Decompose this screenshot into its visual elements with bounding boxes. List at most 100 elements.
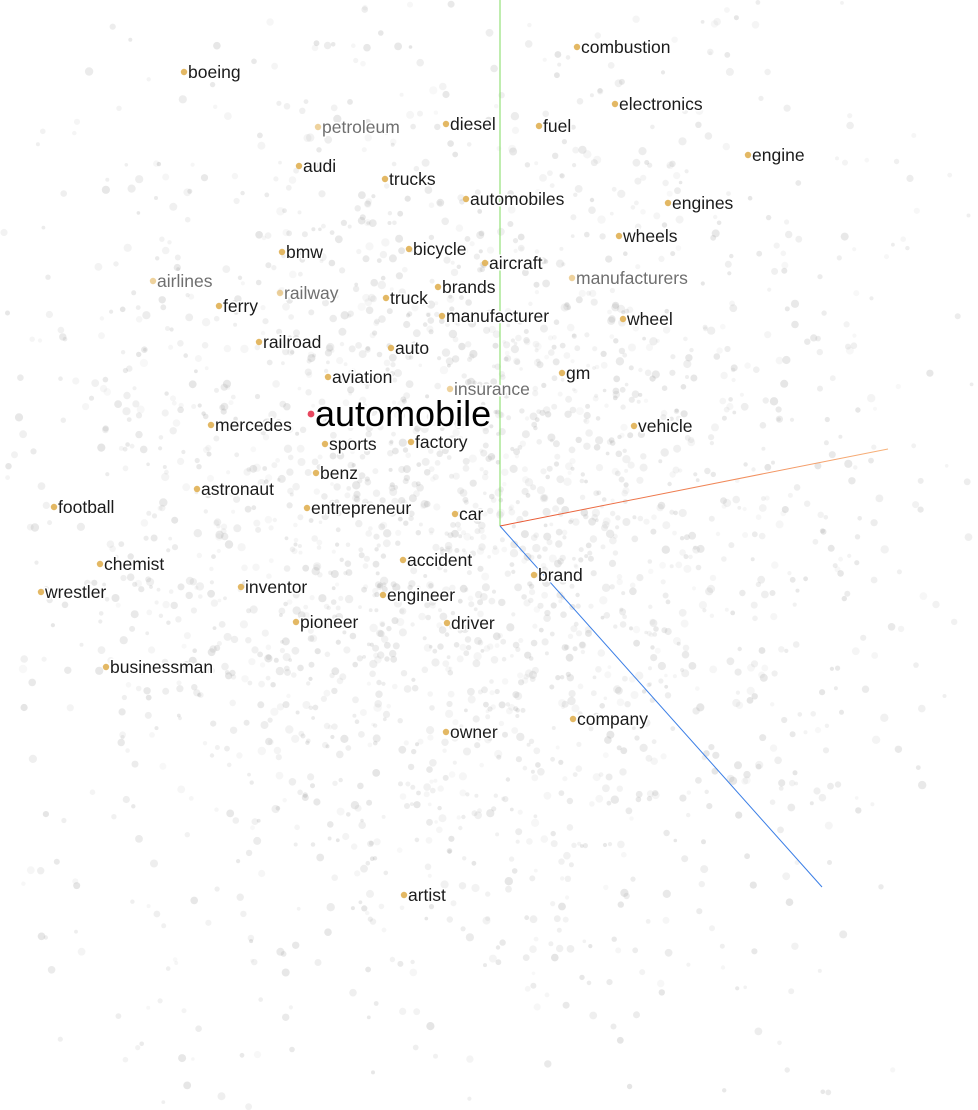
neighbor-label-railway[interactable]: railway [283,282,341,305]
neighbor-point-automobiles[interactable] [462,195,470,203]
neighbor-point-fuel[interactable] [535,122,543,130]
neighbor-point-car[interactable] [451,510,459,518]
neighbor-label-entrepreneur[interactable]: entrepreneur [310,497,413,520]
neighbor-point-factory[interactable] [407,438,415,446]
neighbor-label-wheel[interactable]: wheel [625,308,675,331]
neighbor-label-bicycle[interactable]: bicycle [412,238,469,261]
neighbor-point-insurance[interactable] [446,385,454,393]
neighbor-point-airlines[interactable] [149,277,157,285]
neighbor-label-benz[interactable]: benz [319,462,360,485]
neighbor-label-company[interactable]: company [576,708,650,731]
neighbor-label-manufacturers[interactable]: manufacturers [575,267,690,290]
neighbor-point-ferry[interactable] [215,302,223,310]
neighbor-point-benz[interactable] [312,469,320,477]
neighbor-point-chemist[interactable] [96,560,104,568]
neighbor-point-engineer[interactable] [379,591,387,599]
neighbor-label-audi[interactable]: audi [302,155,338,178]
neighbor-label-combustion[interactable]: combustion [580,36,673,59]
neighbor-point-electronics[interactable] [611,100,619,108]
neighbor-label-trucks[interactable]: trucks [388,168,438,191]
neighbor-label-wrestler[interactable]: wrestler [43,581,108,604]
neighbor-label-insurance[interactable]: insurance [453,378,532,401]
neighbor-point-railway[interactable] [276,289,284,297]
neighbor-label-artist[interactable]: artist [407,884,448,907]
neighbor-label-inventor[interactable]: inventor [244,576,309,599]
neighbor-point-audi[interactable] [295,162,303,170]
focus-point[interactable] [307,410,315,418]
neighbor-point-boeing[interactable] [180,68,188,76]
neighbor-point-astronaut[interactable] [193,485,201,493]
neighbor-label-brands[interactable]: brands [441,276,498,299]
neighbor-point-bmw[interactable] [278,248,286,256]
neighbor-label-fuel[interactable]: fuel [542,115,573,138]
neighbor-label-engineer[interactable]: engineer [386,584,457,607]
neighbor-point-football[interactable] [50,503,58,511]
neighbor-point-manufacturers[interactable] [568,274,576,282]
focus-label[interactable]: automobile [313,391,493,436]
neighbor-point-brands[interactable] [434,283,442,291]
neighbor-label-diesel[interactable]: diesel [449,113,498,136]
neighbor-point-wheel[interactable] [619,315,627,323]
neighbor-point-truck[interactable] [382,294,390,302]
neighbor-point-petroleum[interactable] [314,123,322,131]
neighbor-label-engines[interactable]: engines [671,192,736,215]
neighbor-point-diesel[interactable] [442,120,450,128]
neighbor-label-railroad[interactable]: railroad [262,331,323,354]
neighbor-label-wheels[interactable]: wheels [621,225,680,248]
neighbor-label-astronaut[interactable]: astronaut [200,478,276,501]
neighbor-point-mercedes[interactable] [207,421,215,429]
neighbor-label-chemist[interactable]: chemist [103,553,166,576]
neighbor-label-aviation[interactable]: aviation [331,366,394,389]
neighbor-point-sports[interactable] [321,440,329,448]
neighbor-label-auto[interactable]: auto [394,337,431,360]
neighbor-label-ferry[interactable]: ferry [222,295,260,318]
neighbor-label-owner[interactable]: owner [449,721,500,744]
neighbor-label-pioneer[interactable]: pioneer [299,611,361,634]
neighbor-label-vehicle[interactable]: vehicle [637,415,694,438]
neighbor-label-engine[interactable]: engine [751,144,807,167]
neighbor-point-aviation[interactable] [324,373,332,381]
neighbor-label-aircraft[interactable]: aircraft [488,252,545,275]
neighbor-label-brand[interactable]: brand [537,564,585,587]
neighbor-point-vehicle[interactable] [630,422,638,430]
neighbor-label-automobiles[interactable]: automobiles [469,188,567,211]
neighbor-label-driver[interactable]: driver [450,612,497,635]
neighbor-point-trucks[interactable] [381,175,389,183]
neighbor-point-inventor[interactable] [237,583,245,591]
neighbor-label-sports[interactable]: sports [328,433,379,456]
neighbor-label-airlines[interactable]: airlines [156,270,215,293]
neighbor-point-railroad[interactable] [255,338,263,346]
neighbor-point-wheels[interactable] [615,232,623,240]
neighbor-point-driver[interactable] [443,619,451,627]
neighbor-label-car[interactable]: car [458,503,485,526]
neighbor-label-gm[interactable]: gm [565,362,592,385]
neighbor-point-artist[interactable] [400,891,408,899]
neighbor-label-factory[interactable]: factory [414,431,470,454]
neighbor-point-bicycle[interactable] [405,245,413,253]
neighbor-point-auto[interactable] [387,344,395,352]
neighbor-point-brand[interactable] [530,571,538,579]
neighbor-label-boeing[interactable]: boeing [187,61,243,84]
neighbor-label-bmw[interactable]: bmw [285,241,325,264]
neighbor-point-businessman[interactable] [102,663,110,671]
neighbor-label-accident[interactable]: accident [406,549,474,572]
neighbor-point-engines[interactable] [664,199,672,207]
neighbor-point-engine[interactable] [744,151,752,159]
neighbor-point-gm[interactable] [558,369,566,377]
neighbor-point-wrestler[interactable] [37,588,45,596]
neighbor-point-manufacturer[interactable] [438,312,446,320]
neighbor-label-manufacturer[interactable]: manufacturer [445,305,551,328]
neighbor-label-truck[interactable]: truck [389,287,430,310]
neighbor-label-mercedes[interactable]: mercedes [214,414,294,437]
neighbor-label-electronics[interactable]: electronics [618,93,705,116]
neighbor-label-businessman[interactable]: businessman [109,656,215,679]
neighbor-point-company[interactable] [569,715,577,723]
neighbor-point-entrepreneur[interactable] [303,504,311,512]
neighbor-point-combustion[interactable] [573,43,581,51]
neighbor-point-pioneer[interactable] [292,618,300,626]
neighbor-label-football[interactable]: football [57,496,116,519]
neighbor-point-accident[interactable] [399,556,407,564]
neighbor-point-aircraft[interactable] [481,259,489,267]
